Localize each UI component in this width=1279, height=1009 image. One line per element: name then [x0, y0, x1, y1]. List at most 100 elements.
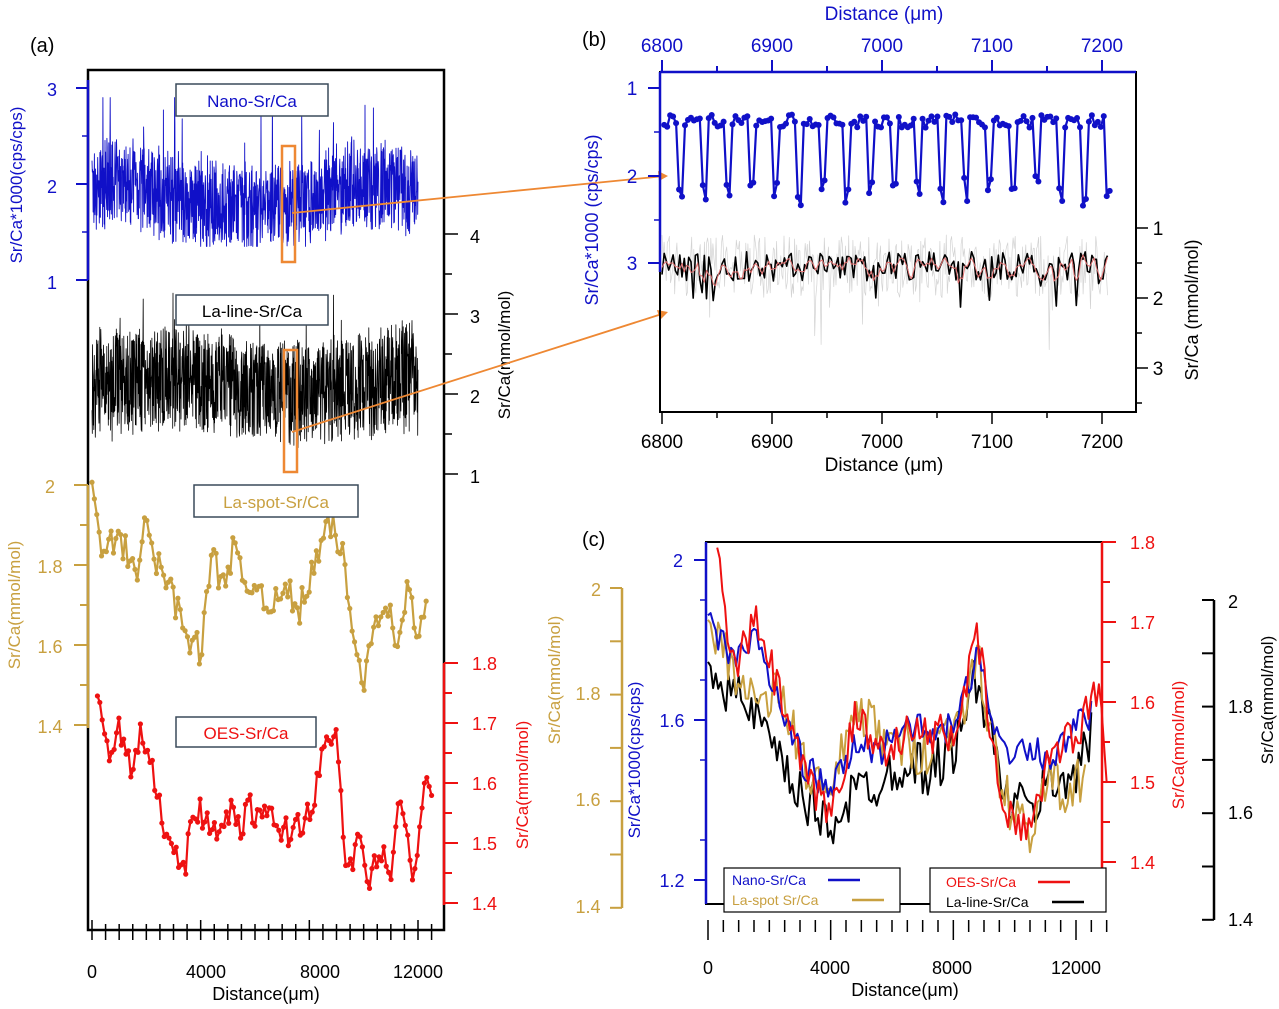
- panel-b-bottom-tick-label-7200: 7200: [1081, 432, 1123, 453]
- panel-a-laspot-point: [292, 601, 298, 607]
- panel-a-laspot-point: [409, 594, 415, 601]
- panel-c-nano-tick-label-12: 1.2: [659, 871, 684, 891]
- panel-c-oes-tick-label-16: 1.6: [1130, 693, 1155, 713]
- panel-a-laspot-point: [390, 625, 396, 631]
- panel-a-laspot-point: [382, 605, 389, 611]
- panel-a-oes-point: [159, 820, 165, 826]
- panel-a-laspot-point: [192, 634, 198, 640]
- panel-b-nano-point: [1005, 123, 1012, 130]
- panel-b-nano-point: [664, 123, 671, 130]
- panel-a-laspot-point: [354, 652, 360, 658]
- panel-a-oes-point: [316, 772, 323, 779]
- panel-a-oes-tick-label-18: 1.8: [472, 654, 497, 674]
- panel-a-laspot-point: [151, 556, 157, 562]
- panel-b-nano-point: [984, 187, 991, 194]
- panel-a-oes-point: [173, 844, 179, 850]
- panel-a-laspot-point: [172, 615, 179, 621]
- panel-a-laspot-point: [394, 643, 401, 650]
- panel-a-laspot-point: [313, 548, 319, 554]
- panel-a-x-tick-label-8000: 8000: [300, 962, 340, 982]
- panel-a-oes-label: OES-Sr/Ca: [203, 724, 289, 743]
- panel-a-laspot-point: [349, 628, 355, 634]
- panel-a-oes-point: [309, 809, 315, 815]
- panel-a-laspot-point: [146, 532, 152, 538]
- panel-a-oes-point: [149, 757, 155, 764]
- panel-a-laspot-point: [137, 557, 143, 563]
- panel-b-nano-point: [1026, 124, 1033, 131]
- panel-a-laspot-tick-label-2: 2: [45, 477, 55, 497]
- panel-a-oes-point: [106, 758, 112, 764]
- panel-a-oes-point: [247, 792, 253, 798]
- panel-b-traces: [661, 111, 1113, 350]
- panel-b-nano-point: [708, 112, 715, 119]
- panel-b-nano-point: [1020, 113, 1027, 120]
- panel-a-oes-point: [417, 824, 423, 830]
- panel-a-oes-point: [350, 866, 356, 873]
- panel-b-right-axis-label: Sr/Ca (mmol/mol): [1182, 239, 1202, 380]
- panel-c-x-tick-label-0: 0: [703, 958, 713, 978]
- panel-a-oes-point: [402, 822, 408, 828]
- panel-a-oes-point: [245, 797, 251, 803]
- panel-a-laspot-point: [132, 566, 138, 572]
- panel-a-laspot-point: [368, 641, 374, 647]
- panel-a-laspot-point: [328, 534, 334, 540]
- panel-a-oes-point: [426, 783, 432, 790]
- panel-b-nano-point: [1094, 118, 1101, 125]
- panel-a-laline-line: [91, 292, 419, 449]
- panel-a-laspot-point: [344, 594, 350, 601]
- panel-b-nano-point: [913, 178, 920, 185]
- panel-c-laline-line: [707, 660, 1093, 845]
- panel-a-nano-tick-label-1: 1: [47, 273, 57, 293]
- panel-b-bottom-tick-label-7000: 7000: [861, 432, 903, 453]
- panel-a-oes-point: [264, 813, 270, 819]
- panel-a-oes-point: [257, 807, 263, 813]
- panel-b-nano-point: [1032, 173, 1039, 180]
- panel-b-nano-point: [830, 114, 837, 121]
- panel-b-top-tick-label-7100: 7100: [971, 36, 1013, 57]
- panel-a-oes-point: [113, 730, 120, 736]
- panel-a-oes-point: [292, 816, 299, 823]
- panel-a-laspot-point: [378, 614, 384, 620]
- panel-b-nano-point: [922, 124, 929, 131]
- panel-a-x-tick-label-4000: 4000: [186, 962, 226, 982]
- panel-a-oes-point: [185, 831, 191, 837]
- panel-a-oes-point: [312, 802, 318, 808]
- panel-a-oes-point: [409, 877, 416, 883]
- panel-a-oes-axis-label: Sr/Ca(mmol/mol): [513, 721, 532, 849]
- panel-a-oes-point: [221, 823, 227, 830]
- panel-c-x-tick-label-4000: 4000: [810, 958, 850, 978]
- panel-a-oes-point: [378, 858, 385, 864]
- panel-a-oes-point: [300, 830, 306, 836]
- panel-a-laline-tick-label-3: 3: [470, 307, 480, 327]
- panel-b-right-tick-label-1: 1: [1153, 219, 1164, 240]
- panel-a-laspot-point: [263, 605, 269, 611]
- panel-a-oes-point: [428, 792, 435, 799]
- panel-a-laline-tick-label-4: 4: [470, 227, 480, 247]
- panel-b-nano-point: [1074, 115, 1081, 122]
- panel-a-oes-point: [259, 814, 265, 820]
- panel-a-oes-point: [364, 878, 370, 885]
- panel-a-laspot-point: [158, 564, 164, 570]
- panel-a-laspot-point: [371, 624, 377, 630]
- panel-a-laline-highlight-box: [282, 348, 299, 474]
- panel-a-laspot-point: [311, 570, 317, 576]
- panel-b-nano-point: [729, 121, 736, 128]
- panel-a-laspot-point: [306, 589, 312, 595]
- panel-c-traces: [707, 547, 1108, 854]
- panel-a-oes-point: [371, 853, 377, 859]
- panel-b-nano-point: [973, 114, 980, 121]
- panel-a-laspot-point: [342, 561, 348, 568]
- panel-b-nano-point: [794, 193, 801, 200]
- panel-c-laspot-tick-label-2: 2: [591, 580, 601, 600]
- panel-a-oes-point: [238, 835, 244, 841]
- panel-b-nano-point: [883, 114, 890, 121]
- panel-a-laspot-point: [375, 623, 382, 629]
- panel-a-oes-point: [307, 816, 313, 823]
- panel-c-laspot-axis-label: Sr/Ca(mmol/mol): [545, 616, 564, 744]
- panel-c-legend-oes: OES-Sr/Ca: [946, 874, 1016, 890]
- panel-a-laspot-point: [98, 553, 105, 559]
- panel-b-nano-point: [931, 118, 938, 125]
- panel-a-laspot-point: [416, 633, 422, 639]
- panel-b-nano-point: [699, 182, 706, 189]
- panel-b-nano-point: [753, 122, 760, 129]
